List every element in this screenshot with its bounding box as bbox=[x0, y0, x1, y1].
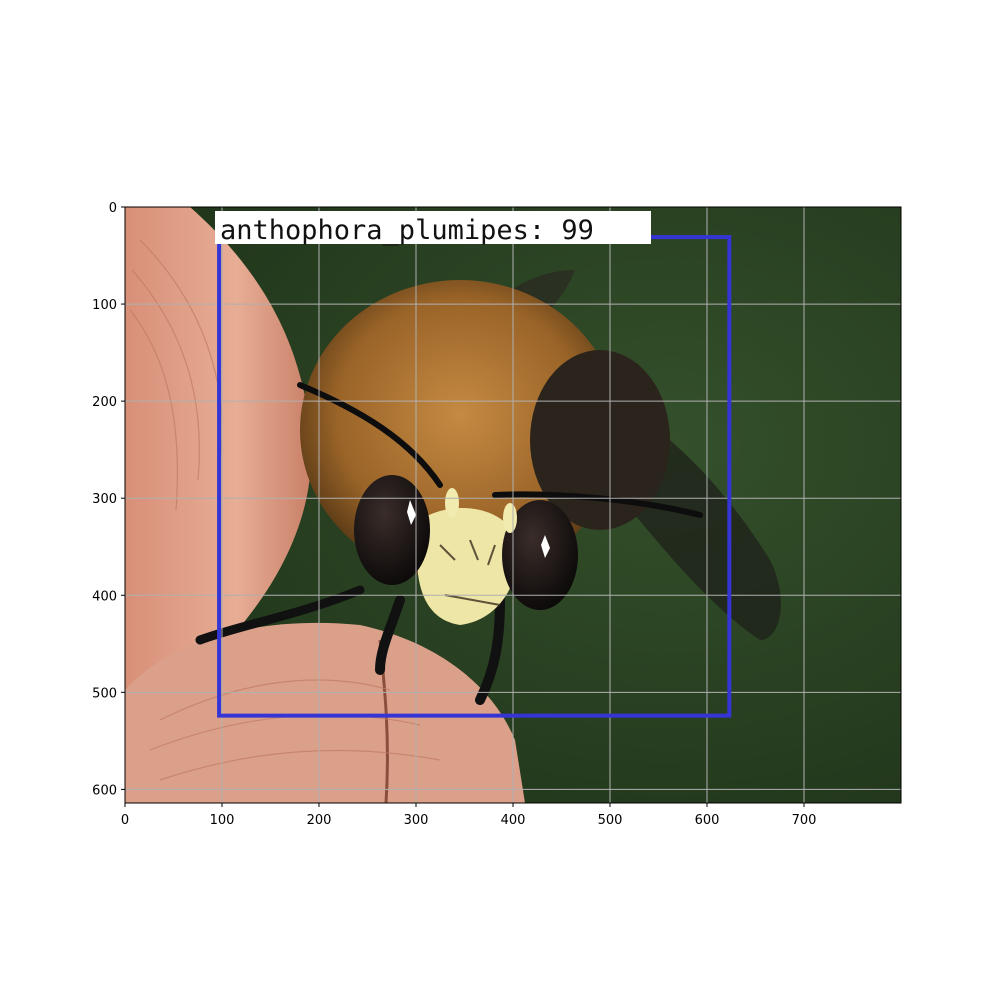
antenna-base bbox=[503, 503, 517, 533]
y-tick-label: 200 bbox=[92, 395, 117, 410]
x-axis: 0 100 200 300 400 500 600 700 bbox=[121, 803, 817, 828]
y-tick-label: 100 bbox=[92, 298, 117, 313]
y-axis: 0 100 200 300 400 500 600 bbox=[92, 201, 125, 798]
detection-label-background bbox=[215, 211, 651, 244]
bee-left-eye bbox=[354, 475, 430, 585]
x-tick-label: 500 bbox=[598, 813, 623, 828]
antenna-base bbox=[445, 488, 459, 518]
y-tick-label: 500 bbox=[92, 686, 117, 701]
photo-image: anthophora_plumipes: 99 bbox=[125, 207, 901, 803]
x-tick-label: 200 bbox=[307, 813, 332, 828]
y-tick-label: 600 bbox=[92, 783, 117, 798]
x-tick-label: 600 bbox=[695, 813, 720, 828]
bee-legs bbox=[195, 585, 505, 705]
eye-highlight bbox=[541, 535, 550, 558]
face-hair bbox=[439, 539, 501, 606]
y-tick-label: 0 bbox=[109, 201, 117, 216]
detection-label: anthophora_plumipes: 99 bbox=[220, 215, 594, 246]
x-tick-label: 700 bbox=[792, 813, 817, 828]
y-tick-label: 400 bbox=[92, 589, 117, 604]
x-tick-label: 100 bbox=[210, 813, 235, 828]
x-tick-label: 0 bbox=[121, 813, 129, 828]
x-tick-label: 400 bbox=[501, 813, 526, 828]
x-tick-label: 300 bbox=[404, 813, 429, 828]
bee-right-eye bbox=[502, 500, 578, 610]
y-tick-label: 300 bbox=[92, 492, 117, 507]
bee-abdomen bbox=[530, 350, 670, 530]
eye-highlight bbox=[407, 500, 416, 525]
grid-lines bbox=[125, 207, 901, 803]
